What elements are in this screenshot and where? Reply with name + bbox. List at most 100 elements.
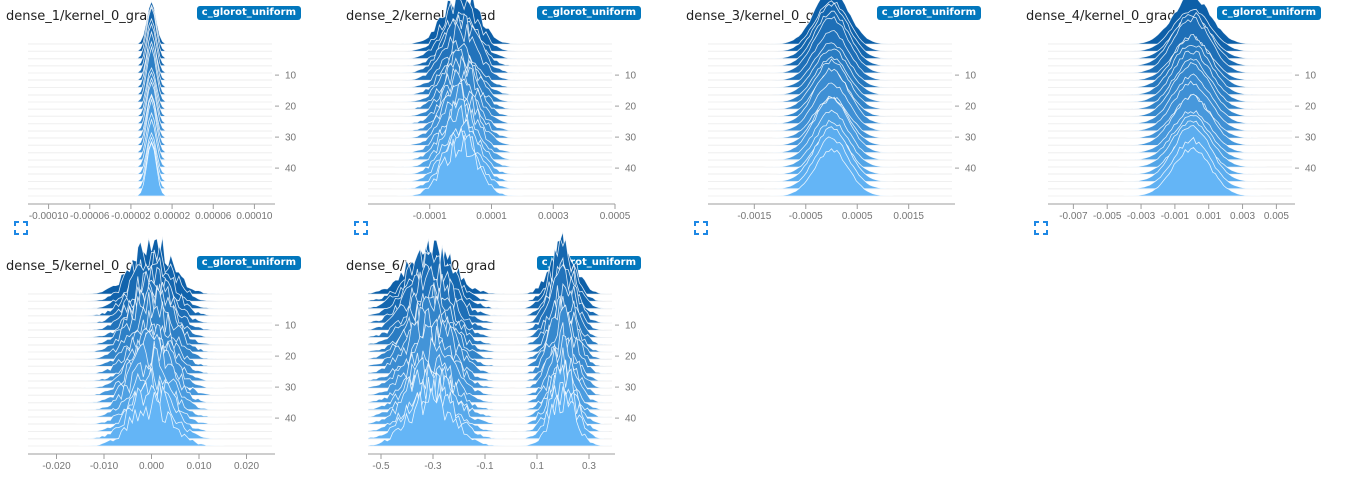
histogram-ridge-step-23 bbox=[368, 54, 615, 117]
fullscreen-icon[interactable] bbox=[13, 220, 29, 236]
step-tick-label: 10 bbox=[285, 321, 297, 332]
x-tick-label: -0.0005 bbox=[789, 211, 823, 222]
x-tick-label: 0.00010 bbox=[236, 211, 273, 222]
histogram-ridge-step-16 bbox=[1048, 44, 1295, 96]
fullscreen-icon[interactable] bbox=[353, 220, 369, 236]
step-tick-label: 30 bbox=[285, 383, 297, 394]
histogram-card: dense_1/kernel_0_grad c_glorot_uniform 10 2… bbox=[0, 0, 310, 240]
histogram-ridge-step-42 bbox=[368, 118, 615, 175]
step-tick-label: 30 bbox=[625, 383, 637, 394]
x-tick-label: 0.010 bbox=[186, 461, 211, 472]
histogram-ridge-step-35 bbox=[1048, 110, 1295, 153]
chart-title: dense_4/kernel_0_grad bbox=[1026, 9, 1176, 24]
histogram-ridge-step-49 bbox=[367, 387, 615, 447]
histogram-ridge-step-30 bbox=[1048, 94, 1295, 139]
step-tick-label: 30 bbox=[625, 133, 637, 144]
histogram-chart: 10 20 30 40 -0.00010 -0.00006 -0.00002 0.00002 0… bbox=[28, 0, 297, 222]
histogram-ridge-step-49 bbox=[28, 141, 275, 197]
x-tick-label: 0.00006 bbox=[195, 211, 232, 222]
x-tick-label: -0.020 bbox=[42, 461, 71, 472]
step-tick-label: 20 bbox=[625, 352, 637, 363]
histogram-card: dense_6/kernel_0_gradc_glorot_uniform102… bbox=[340, 231, 650, 490]
x-tick-label: 0.00002 bbox=[154, 211, 191, 222]
histogram-ridge-step-0 bbox=[1048, 0, 1295, 45]
histogram-chart: 10 20 30 40 -0.0015 -0.0005 0.0005 0.0015 bbox=[708, 0, 977, 222]
x-tick-label: 0.0015 bbox=[893, 211, 924, 222]
step-tick-label: 10 bbox=[625, 71, 637, 82]
histogram-card: dense_3/kernel_0_grad c_glorot_uniform 10 2… bbox=[680, 0, 990, 240]
histogram-ridge-step-2 bbox=[1048, 8, 1295, 52]
histogram-chart: 10 20 30 40 -0.007 -0.005 -0.003 -0.001 0.001 0.0… bbox=[1048, 0, 1317, 222]
step-tick-label: 40 bbox=[285, 164, 297, 175]
histogram-ridge-step-40 bbox=[368, 104, 615, 168]
x-tick-label: -0.0001 bbox=[413, 211, 447, 222]
histogram-ridge-step-21 bbox=[368, 57, 615, 110]
histogram-ridge-step-30 bbox=[368, 78, 615, 139]
histogram-ridge-step-26 bbox=[1048, 73, 1295, 125]
histogram-ridge-step-26 bbox=[368, 68, 615, 125]
x-tick-label: 0.0005 bbox=[600, 211, 631, 222]
histogram-ridge-step-28 bbox=[368, 78, 615, 132]
run-badge: c_glorot_uniform bbox=[196, 6, 301, 20]
chart-title: dense_1/kernel_0_grad bbox=[6, 9, 156, 24]
x-tick-label: 0.0005 bbox=[842, 211, 873, 222]
histogram-ridge-step-21 bbox=[1048, 58, 1295, 110]
step-tick-label: 20 bbox=[285, 352, 297, 363]
run-badge: c_glorot_uniform bbox=[1216, 6, 1321, 20]
x-tick-label: 0.001 bbox=[1196, 211, 1221, 222]
x-tick-label: 0.003 bbox=[1230, 211, 1255, 222]
x-tick-label: 0.0001 bbox=[476, 211, 507, 222]
run-badge: c_glorot_uniform bbox=[536, 6, 641, 20]
x-tick-label: 0.3 bbox=[582, 461, 596, 472]
x-tick-label: 0.000 bbox=[139, 461, 164, 472]
x-tick-label: -0.3 bbox=[424, 461, 442, 472]
x-tick-label: 0.0003 bbox=[538, 211, 569, 222]
fullscreen-icon[interactable] bbox=[693, 220, 709, 236]
step-tick-label: 40 bbox=[965, 164, 977, 175]
histogram-ridge-step-37 bbox=[368, 98, 615, 161]
histogram-chart: 10 20 30 40 -0.5 -0.3 -0.1 0.1 0.3 bbox=[367, 231, 637, 472]
step-tick-label: 10 bbox=[285, 71, 297, 82]
histogram-ridge-step-37 bbox=[1048, 114, 1295, 161]
histogram-ridge-step-5 bbox=[368, 11, 615, 59]
histogram-ridge-step-23 bbox=[1048, 61, 1295, 117]
histogram-ridge-step-14 bbox=[368, 39, 615, 88]
fullscreen-icon[interactable] bbox=[1033, 220, 1049, 236]
histogram-chart: 10 20 30 40 -0.0001 0.0001 0.0003 0.0005 bbox=[368, 0, 637, 222]
histogram-ridge-step-16 bbox=[368, 42, 615, 96]
histogram-ridge-step-35 bbox=[368, 100, 615, 153]
histogram-chart: 10 20 30 40 -0.020 -0.010 0.000 0.010 0.020 bbox=[28, 236, 297, 472]
histogram-ridge-step-9 bbox=[1048, 16, 1295, 74]
histogram-ridge-step-0 bbox=[368, 0, 615, 45]
histogram-ridge-step-49 bbox=[1048, 146, 1295, 197]
chart-title: dense_3/kernel_0_grad bbox=[686, 9, 836, 24]
step-tick-label: 40 bbox=[1305, 164, 1317, 175]
x-tick-label: -0.001 bbox=[1161, 211, 1190, 222]
run-badge: c_glorot_uniform bbox=[876, 6, 981, 20]
histogram-ridge-step-44 bbox=[368, 130, 615, 182]
histogram-ridge-step-33 bbox=[368, 82, 615, 146]
histogram-ridge-step-49 bbox=[708, 148, 955, 197]
chart-title: dense_5/kernel_0_grad bbox=[6, 259, 156, 274]
histogram-ridge-step-28 bbox=[1048, 80, 1295, 132]
histogram-ridge-step-49 bbox=[368, 135, 615, 197]
step-tick-label: 40 bbox=[625, 164, 637, 175]
histogram-ridge-step-19 bbox=[1048, 50, 1295, 103]
x-tick-label: -0.5 bbox=[372, 461, 390, 472]
histogram-ridge-step-40 bbox=[1048, 120, 1295, 168]
x-tick-label: -0.00002 bbox=[111, 211, 151, 222]
step-tick-label: 40 bbox=[625, 414, 637, 425]
step-tick-label: 20 bbox=[625, 102, 637, 113]
x-tick-label: -0.003 bbox=[1127, 211, 1156, 222]
x-tick-label: -0.010 bbox=[90, 461, 119, 472]
x-tick-label: 0.005 bbox=[1264, 211, 1289, 222]
x-tick-label: 0.020 bbox=[234, 461, 259, 472]
histogram-ridge-step-7 bbox=[368, 19, 615, 67]
x-tick-label: -0.007 bbox=[1059, 211, 1088, 222]
histogram-ridge-step-7 bbox=[1048, 12, 1295, 67]
step-tick-label: 40 bbox=[285, 414, 297, 425]
x-tick-label: -0.00006 bbox=[70, 211, 110, 222]
step-tick-label: 10 bbox=[965, 71, 977, 82]
histogram-ridge-step-49 bbox=[28, 391, 275, 447]
x-tick-label: -0.1 bbox=[476, 461, 494, 472]
